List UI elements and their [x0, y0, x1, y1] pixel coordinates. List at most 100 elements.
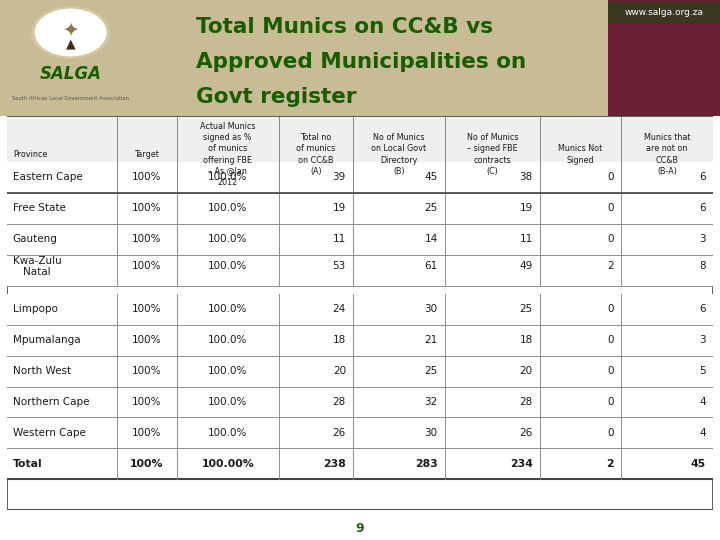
- Text: 100.00%: 100.00%: [202, 459, 254, 469]
- Text: Total no
of munics
on CC&B
(A): Total no of munics on CC&B (A): [296, 133, 336, 176]
- Text: Northern Cape: Northern Cape: [13, 397, 89, 407]
- Text: 25: 25: [520, 304, 533, 314]
- Text: Munics that
are not on
CC&B
(B-A): Munics that are not on CC&B (B-A): [644, 133, 690, 176]
- Text: 30: 30: [425, 304, 438, 314]
- Text: 0: 0: [608, 366, 614, 376]
- Text: 53: 53: [333, 261, 346, 271]
- Text: 100%: 100%: [132, 304, 161, 314]
- Text: 100%: 100%: [132, 397, 161, 407]
- Text: No of Munics
– signed FBE
contracts
(C): No of Munics – signed FBE contracts (C): [467, 133, 518, 176]
- Text: 24: 24: [333, 304, 346, 314]
- Text: Province: Province: [13, 150, 48, 159]
- Text: 100%: 100%: [132, 204, 161, 213]
- Text: 100.0%: 100.0%: [208, 428, 248, 438]
- Text: 0: 0: [608, 304, 614, 314]
- Bar: [7, 417, 713, 448]
- Text: 45: 45: [424, 172, 438, 183]
- Text: Total: Total: [13, 459, 42, 469]
- Text: www.salga.org.za: www.salga.org.za: [625, 9, 703, 17]
- Text: 100.0%: 100.0%: [208, 234, 248, 245]
- Text: 14: 14: [424, 234, 438, 245]
- Bar: [7, 224, 713, 255]
- Text: 0: 0: [608, 335, 614, 345]
- Text: Govt register: Govt register: [196, 87, 356, 107]
- Text: 2: 2: [606, 459, 614, 469]
- Text: 25: 25: [424, 366, 438, 376]
- Text: Munics Not
Signed: Munics Not Signed: [559, 145, 603, 165]
- Text: 28: 28: [333, 397, 346, 407]
- Text: 19: 19: [333, 204, 346, 213]
- Text: 26: 26: [520, 428, 533, 438]
- Text: 9: 9: [356, 522, 364, 535]
- Text: 100%: 100%: [132, 428, 161, 438]
- Text: 2: 2: [608, 261, 614, 271]
- Text: 5: 5: [699, 366, 706, 376]
- Text: Western Cape: Western Cape: [13, 428, 86, 438]
- Text: 238: 238: [323, 459, 346, 469]
- Text: Limpopo: Limpopo: [13, 304, 58, 314]
- Text: 100.0%: 100.0%: [208, 335, 248, 345]
- Text: ▲: ▲: [66, 38, 76, 51]
- Text: ✦: ✦: [63, 21, 78, 39]
- Text: Target: Target: [134, 150, 159, 159]
- Text: 20: 20: [520, 366, 533, 376]
- Text: 234: 234: [510, 459, 533, 469]
- Text: 100.0%: 100.0%: [208, 204, 248, 213]
- Text: 11: 11: [520, 234, 533, 245]
- Text: 100.0%: 100.0%: [208, 304, 248, 314]
- Text: 0: 0: [608, 172, 614, 183]
- Text: 3: 3: [699, 234, 706, 245]
- Text: 0: 0: [608, 397, 614, 407]
- Text: 49: 49: [520, 261, 533, 271]
- Text: 4: 4: [699, 428, 706, 438]
- Text: 32: 32: [424, 397, 438, 407]
- Text: 100.0%: 100.0%: [208, 397, 248, 407]
- Text: Kwa-Zulu
Natal: Kwa-Zulu Natal: [13, 255, 62, 277]
- Text: South African Local Government Association: South African Local Government Associati…: [12, 96, 129, 101]
- Circle shape: [35, 9, 106, 56]
- Text: Eastern Cape: Eastern Cape: [13, 172, 83, 183]
- Text: 100.0%: 100.0%: [208, 261, 248, 271]
- Text: 6: 6: [699, 172, 706, 183]
- Text: 100%: 100%: [132, 366, 161, 376]
- Bar: [7, 247, 713, 286]
- Text: 100.0%: 100.0%: [208, 366, 248, 376]
- Text: 283: 283: [415, 459, 438, 469]
- Text: 28: 28: [520, 397, 533, 407]
- Text: 21: 21: [424, 335, 438, 345]
- Text: 61: 61: [424, 261, 438, 271]
- Bar: [7, 294, 713, 325]
- Bar: [7, 356, 713, 387]
- Bar: [608, 0, 720, 116]
- Text: 8: 8: [699, 261, 706, 271]
- Text: Total Munics on CC&B vs: Total Munics on CC&B vs: [196, 17, 492, 37]
- Text: 100%: 100%: [130, 459, 163, 469]
- Text: 19: 19: [520, 204, 533, 213]
- Text: 26: 26: [333, 428, 346, 438]
- Text: 0: 0: [608, 204, 614, 213]
- Text: 100%: 100%: [132, 335, 161, 345]
- Text: 100.0%: 100.0%: [208, 172, 248, 183]
- Text: 39: 39: [333, 172, 346, 183]
- Text: 25: 25: [424, 204, 438, 213]
- Text: No of Munics
on Local Govt
Directory
(B): No of Munics on Local Govt Directory (B): [372, 133, 426, 176]
- Text: Approved Municipalities on: Approved Municipalities on: [196, 52, 526, 72]
- Text: Free State: Free State: [13, 204, 66, 213]
- Text: SALGA: SALGA: [40, 65, 102, 83]
- Text: Actual Munics
signed as %
of munics
offering FBE
– As @Jan
2012: Actual Munics signed as % of munics offe…: [200, 122, 256, 187]
- Text: 30: 30: [425, 428, 438, 438]
- Text: 18: 18: [333, 335, 346, 345]
- Text: 0: 0: [608, 234, 614, 245]
- Text: 6: 6: [699, 204, 706, 213]
- Bar: [7, 387, 713, 417]
- Text: North West: North West: [13, 366, 71, 376]
- Text: Gauteng: Gauteng: [13, 234, 58, 245]
- Text: 100%: 100%: [132, 261, 161, 271]
- Bar: [7, 448, 713, 480]
- Text: 38: 38: [520, 172, 533, 183]
- Bar: [7, 116, 713, 193]
- Text: 100%: 100%: [132, 234, 161, 245]
- Text: 18: 18: [520, 335, 533, 345]
- Text: 6: 6: [699, 304, 706, 314]
- Bar: [7, 193, 713, 224]
